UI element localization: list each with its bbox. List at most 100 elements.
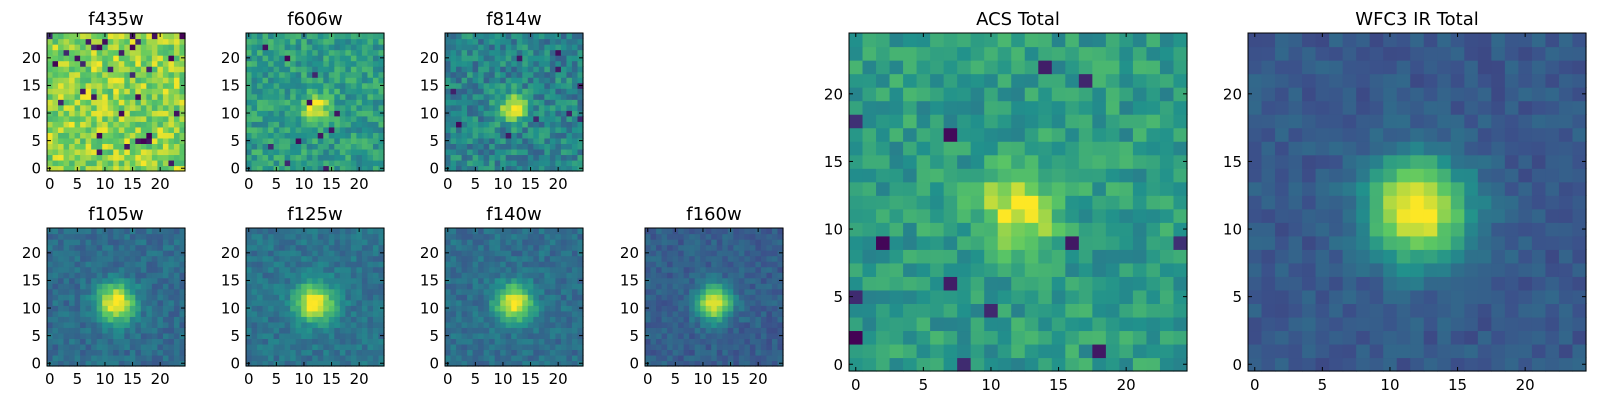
heatmap-cell — [47, 283, 54, 290]
heatmap-cell — [339, 360, 346, 367]
heatmap-cell — [85, 343, 92, 351]
heatmap-cell — [80, 60, 87, 67]
heatmap-cell — [494, 132, 501, 139]
heatmap-cell — [489, 327, 496, 334]
heatmap-cell — [168, 82, 175, 89]
heatmap-cell — [533, 60, 540, 67]
heatmap-cell — [356, 327, 363, 334]
heatmap-cell — [47, 244, 54, 251]
heatmap-cell — [284, 55, 291, 62]
heatmap-cell — [323, 233, 330, 240]
heatmap-cell — [257, 233, 264, 240]
heatmap-cell — [544, 60, 551, 67]
heatmap-cell — [505, 349, 512, 356]
heatmap-cell — [1051, 235, 1066, 250]
heatmap-cell — [107, 239, 114, 246]
heatmap-cell — [80, 354, 87, 362]
heatmap-cell — [456, 165, 463, 172]
heatmap-cell — [334, 354, 341, 362]
heatmap-cell — [306, 71, 313, 78]
heatmap-cell — [334, 66, 341, 73]
heatmap-cell — [555, 288, 562, 295]
heatmap-cell — [317, 88, 324, 95]
heatmap-cell — [472, 55, 479, 62]
heatmap-cell — [257, 44, 264, 51]
heatmap-cell — [678, 310, 685, 317]
heatmap-cell — [566, 239, 573, 246]
x-tick-label: 0 — [443, 175, 453, 193]
heatmap-cell — [656, 305, 663, 312]
heatmap-cell — [151, 277, 158, 284]
heatmap-cell — [516, 349, 523, 356]
heatmap-cell — [560, 137, 568, 144]
heatmap-cell — [500, 349, 507, 356]
heatmap-cell — [135, 305, 142, 312]
heatmap-cell — [356, 272, 363, 279]
heatmap-cell — [96, 299, 103, 306]
heatmap-cell — [301, 93, 308, 100]
heatmap-cell — [74, 283, 81, 290]
heatmap-cell — [527, 132, 534, 139]
heatmap-cell — [135, 110, 142, 117]
heatmap-cell — [268, 137, 275, 144]
heatmap-cell — [317, 82, 324, 89]
heatmap-cell — [527, 137, 534, 144]
heatmap-cell — [749, 272, 756, 279]
heatmap-cell — [511, 93, 518, 100]
heatmap-cell — [251, 316, 258, 323]
heatmap-cell — [273, 60, 280, 67]
heatmap-cell — [168, 126, 175, 133]
heatmap-cell — [483, 244, 490, 251]
heatmap-cell — [246, 255, 253, 262]
heatmap-cell — [69, 82, 76, 89]
heatmap-cell — [472, 272, 479, 279]
heatmap-cell — [74, 299, 81, 306]
heatmap-cell — [472, 255, 479, 262]
heatmap-cell — [91, 343, 98, 351]
heatmap-cell — [694, 277, 701, 284]
heatmap-cell — [140, 104, 147, 111]
heatmap-cell — [107, 305, 114, 312]
heatmap-cell — [257, 343, 264, 351]
heatmap-cell — [91, 33, 98, 40]
heatmap-cell — [80, 159, 87, 167]
panel-title: f160w — [686, 204, 741, 225]
heatmap-cell — [157, 66, 164, 73]
heatmap-cell — [317, 288, 324, 295]
heatmap-cell — [317, 305, 324, 312]
heatmap-cell — [1092, 249, 1107, 264]
heatmap-cell — [52, 33, 59, 40]
heatmap-cell — [1024, 235, 1039, 250]
heatmap-cell — [876, 249, 891, 264]
heatmap-cell — [538, 132, 545, 139]
heatmap-cell — [760, 299, 768, 306]
heatmap-cell — [334, 33, 341, 40]
heatmap-cell — [85, 104, 92, 111]
heatmap-cell — [279, 272, 286, 279]
heatmap-cell — [157, 294, 164, 301]
heatmap-cell — [650, 321, 657, 328]
heatmap-cell — [284, 60, 291, 67]
heatmap-cell — [700, 299, 707, 306]
heatmap-cell — [760, 338, 768, 345]
heatmap-cell — [771, 250, 779, 257]
heatmap-cell — [771, 316, 779, 323]
heatmap-cell — [738, 277, 745, 284]
heatmap-cell — [522, 143, 529, 150]
heatmap-cell — [678, 338, 685, 345]
heatmap-cell — [862, 316, 877, 332]
heatmap-cell — [467, 244, 474, 251]
heatmap-cell — [500, 121, 507, 128]
heatmap-cell — [505, 82, 512, 89]
heatmap-cell — [58, 277, 65, 284]
y-tick-label: 20 — [420, 49, 439, 67]
heatmap-cell — [889, 208, 904, 223]
heatmap-cell — [279, 354, 286, 362]
heatmap-cell — [489, 299, 496, 306]
heatmap-cell — [301, 60, 308, 67]
heatmap-cell — [69, 343, 76, 351]
heatmap-cell — [560, 66, 568, 73]
heatmap-cell — [461, 104, 468, 111]
heatmap-cell — [489, 305, 496, 312]
heatmap-cell — [140, 310, 147, 317]
